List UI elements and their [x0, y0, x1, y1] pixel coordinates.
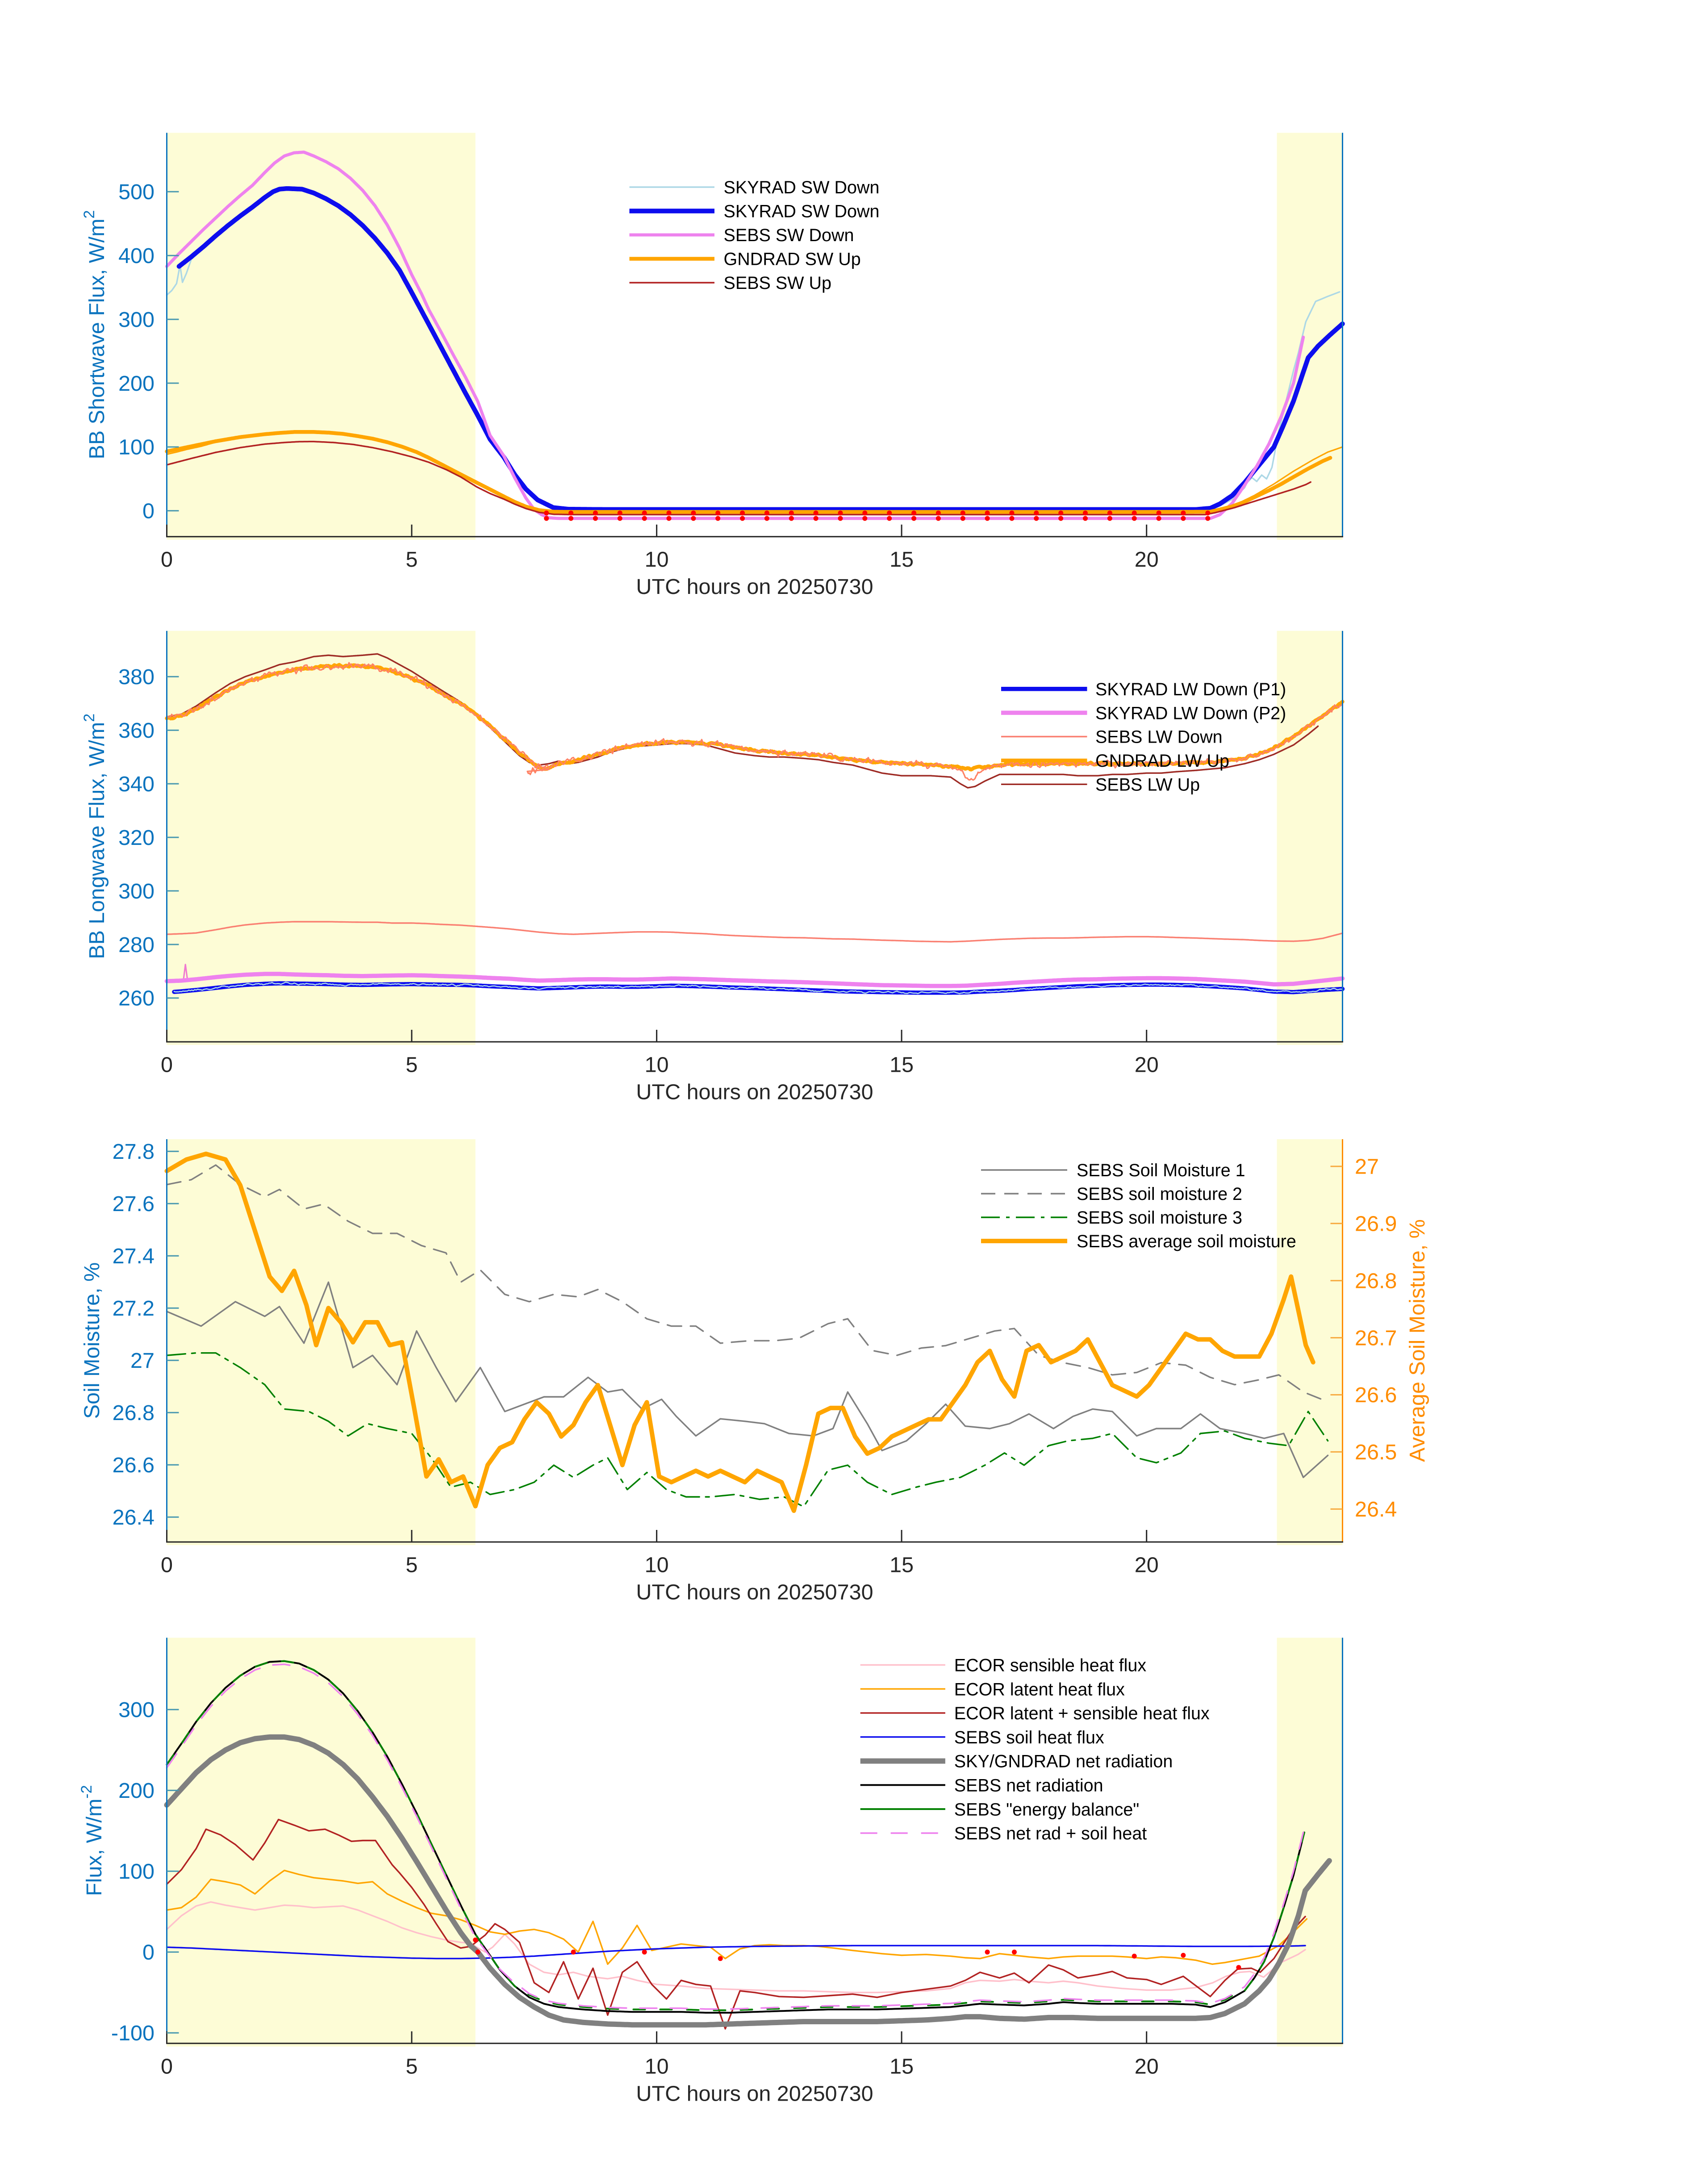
svg-text:5: 5 — [406, 1553, 418, 1577]
svg-text:5: 5 — [406, 547, 418, 572]
svg-text:SEBS average soil moisture: SEBS average soil moisture — [1077, 1232, 1296, 1251]
svg-text:SEBS LW Up: SEBS LW Up — [1095, 775, 1200, 795]
svg-text:100: 100 — [118, 1859, 155, 1884]
svg-text:26.4: 26.4 — [113, 1505, 155, 1529]
svg-text:500: 500 — [118, 180, 155, 204]
svg-text:SEBS Soil Moisture 1: SEBS Soil Moisture 1 — [1077, 1161, 1245, 1180]
svg-text:-100: -100 — [111, 2021, 155, 2045]
svg-text:100: 100 — [118, 435, 155, 460]
svg-text:15: 15 — [889, 2054, 914, 2078]
svg-text:BB Shortwave Flux, W/m2: BB Shortwave Flux, W/m2 — [81, 210, 109, 460]
svg-text:Soil Moisture, %: Soil Moisture, % — [80, 1262, 104, 1419]
svg-text:ECOR sensible heat flux: ECOR sensible heat flux — [954, 1656, 1147, 1676]
svg-text:280: 280 — [118, 933, 155, 957]
svg-text:27: 27 — [1355, 1155, 1379, 1179]
svg-text:10: 10 — [645, 1553, 669, 1577]
svg-text:26.6: 26.6 — [113, 1453, 155, 1477]
svg-text:0: 0 — [142, 499, 155, 523]
svg-text:0: 0 — [161, 547, 173, 572]
svg-text:5: 5 — [406, 2054, 418, 2078]
svg-text:400: 400 — [118, 244, 155, 268]
svg-text:20: 20 — [1135, 1553, 1159, 1577]
svg-text:ECOR latent + sensible heat fl: ECOR latent + sensible heat flux — [954, 1704, 1210, 1723]
svg-text:0: 0 — [161, 2054, 173, 2078]
svg-text:GNDRAD LW Up: GNDRAD LW Up — [1095, 751, 1229, 771]
svg-text:15: 15 — [889, 1553, 914, 1577]
svg-text:UTC hours on 20250730: UTC hours on 20250730 — [636, 1580, 873, 1605]
svg-text:27.4: 27.4 — [113, 1244, 155, 1268]
svg-text:26.6: 26.6 — [1355, 1383, 1397, 1407]
svg-text:GNDRAD SW Up: GNDRAD SW Up — [724, 250, 861, 269]
svg-text:20: 20 — [1135, 1053, 1159, 1077]
svg-text:20: 20 — [1135, 547, 1159, 572]
svg-text:ECOR latent heat flux: ECOR latent heat flux — [954, 1680, 1125, 1699]
svg-text:SKYRAD LW Down (P2): SKYRAD LW Down (P2) — [1095, 703, 1286, 723]
svg-text:UTC hours on 20250730: UTC hours on 20250730 — [636, 1080, 873, 1104]
svg-text:0: 0 — [161, 1553, 173, 1577]
svg-text:300: 300 — [118, 879, 155, 903]
svg-text:10: 10 — [645, 1053, 669, 1077]
svg-text:300: 300 — [118, 308, 155, 332]
svg-text:26.8: 26.8 — [113, 1401, 155, 1425]
svg-text:260: 260 — [118, 986, 155, 1011]
svg-text:26.5: 26.5 — [1355, 1440, 1397, 1464]
svg-text:200: 200 — [118, 372, 155, 396]
svg-text:SEBS SW Down: SEBS SW Down — [724, 226, 854, 245]
svg-text:SKYRAD SW Down: SKYRAD SW Down — [724, 202, 880, 221]
svg-text:0: 0 — [161, 1053, 173, 1077]
svg-text:360: 360 — [118, 719, 155, 743]
svg-text:Average Soil Moisture, %: Average Soil Moisture, % — [1405, 1219, 1429, 1462]
svg-text:27: 27 — [130, 1349, 155, 1373]
svg-text:27.6: 27.6 — [113, 1192, 155, 1216]
svg-text:SKY/GNDRAD net radiation: SKY/GNDRAD net radiation — [954, 1752, 1173, 1772]
svg-text:380: 380 — [118, 665, 155, 689]
svg-text:26.7: 26.7 — [1355, 1326, 1397, 1350]
svg-text:26.8: 26.8 — [1355, 1269, 1397, 1293]
svg-text:27.2: 27.2 — [113, 1296, 155, 1320]
svg-text:10: 10 — [645, 2054, 669, 2078]
svg-text:15: 15 — [889, 547, 914, 572]
svg-text:26.9: 26.9 — [1355, 1212, 1397, 1236]
svg-text:UTC hours on 20250730: UTC hours on 20250730 — [636, 575, 873, 599]
svg-text:BB Longwave Flux, W/m2: BB Longwave Flux, W/m2 — [81, 714, 109, 959]
svg-text:26.4: 26.4 — [1355, 1497, 1397, 1521]
svg-text:SEBS soil moisture 2: SEBS soil moisture 2 — [1077, 1184, 1242, 1204]
svg-text:320: 320 — [118, 826, 155, 850]
svg-text:SEBS soil heat flux: SEBS soil heat flux — [954, 1728, 1104, 1747]
svg-text:SKYRAD LW Down (P1): SKYRAD LW Down (P1) — [1095, 680, 1286, 699]
svg-text:300: 300 — [118, 1698, 155, 1722]
svg-text:SEBS "energy balance": SEBS "energy balance" — [954, 1800, 1140, 1819]
svg-text:SEBS net radiation: SEBS net radiation — [954, 1776, 1103, 1796]
svg-text:SEBS LW Down: SEBS LW Down — [1095, 727, 1223, 747]
svg-text:Flux, W/m-2: Flux, W/m-2 — [78, 1785, 106, 1896]
svg-text:5: 5 — [406, 1053, 418, 1077]
svg-text:20: 20 — [1135, 2054, 1159, 2078]
svg-text:0: 0 — [142, 1940, 155, 1964]
svg-text:SEBS soil moisture 3: SEBS soil moisture 3 — [1077, 1208, 1242, 1228]
svg-text:10: 10 — [645, 547, 669, 572]
svg-text:340: 340 — [118, 772, 155, 796]
svg-text:SKYRAD SW Down: SKYRAD SW Down — [724, 178, 880, 197]
svg-text:SEBS SW Up: SEBS SW Up — [724, 273, 831, 293]
svg-text:200: 200 — [118, 1779, 155, 1803]
svg-text:SEBS net rad + soil heat: SEBS net rad + soil heat — [954, 1824, 1147, 1843]
svg-text:27.8: 27.8 — [113, 1140, 155, 1164]
svg-text:15: 15 — [889, 1053, 914, 1077]
svg-text:UTC hours on 20250730: UTC hours on 20250730 — [636, 2081, 873, 2106]
